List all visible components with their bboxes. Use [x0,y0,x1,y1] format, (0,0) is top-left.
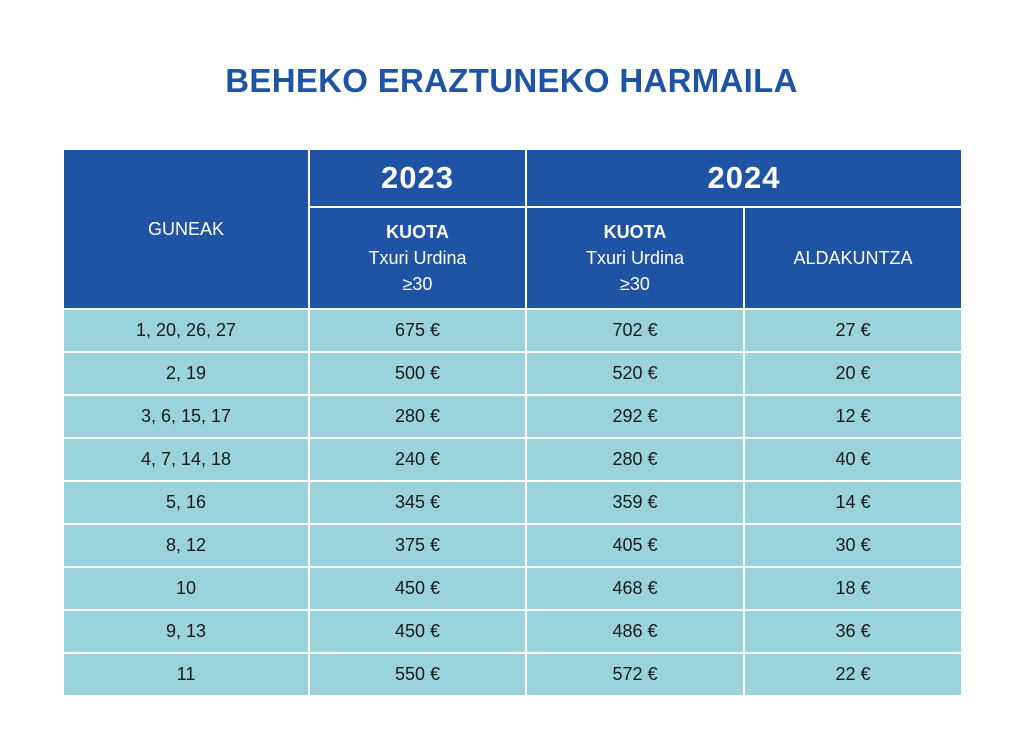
kuota-sub2: ≥30 [620,274,650,294]
cell-aldakuntza: 18 € [743,566,963,611]
table-row: 2, 19 500 € 520 € 20 € [62,351,963,396]
cell-kuota-2024: 486 € [525,609,745,654]
cell-kuota-2024: 292 € [525,394,745,439]
cell-gunea: 11 [62,652,310,697]
cell-kuota-2024: 702 € [525,308,745,353]
cell-kuota-2023: 500 € [308,351,527,396]
cell-kuota-2024: 405 € [525,523,745,568]
cell-aldakuntza: 14 € [743,480,963,525]
cell-kuota-2024: 280 € [525,437,745,482]
cell-gunea: 5, 16 [62,480,310,525]
cell-gunea: 3, 6, 15, 17 [62,394,310,439]
table-row: 1, 20, 26, 27 675 € 702 € 27 € [62,308,963,353]
cell-aldakuntza: 30 € [743,523,963,568]
cell-aldakuntza: 40 € [743,437,963,482]
cell-kuota-2023: 550 € [308,652,527,697]
page-title: BEHEKO ERAZTUNEKO HARMAILA [225,62,798,99]
cell-aldakuntza: 36 € [743,609,963,654]
cell-kuota-2023: 450 € [308,566,527,611]
cell-kuota-2024: 468 € [525,566,745,611]
kuota-label: KUOTA [603,222,667,242]
kuota-sub2: ≥30 [402,274,433,294]
cell-gunea: 9, 13 [62,609,310,654]
cell-gunea: 1, 20, 26, 27 [62,308,310,353]
table-row: 8, 12 375 € 405 € 30 € [62,523,963,568]
table-row: 5, 16 345 € 359 € 14 € [62,480,963,525]
cell-aldakuntza: 20 € [743,351,963,396]
table-row: 10 450 € 468 € 18 € [62,566,963,611]
kuota-sub1: Txuri Urdina [585,248,685,268]
table-row: 4, 7, 14, 18 240 € 280 € 40 € [62,437,963,482]
cell-kuota-2024: 359 € [525,480,745,525]
cell-kuota-2023: 450 € [308,609,527,654]
cell-aldakuntza: 22 € [743,652,963,697]
fee-table: GUNEAK 2023 2024 KUOTA Txuri Urdina ≥30 … [62,148,963,697]
cell-gunea: 10 [62,566,310,611]
kuota-label: KUOTA [386,222,449,242]
table-row: 11 550 € 572 € 22 € [62,652,963,697]
header-kuota-2023: KUOTA Txuri Urdina ≥30 [308,206,527,310]
cell-kuota-2023: 345 € [308,480,527,525]
table-row: 9, 13 450 € 486 € 36 € [62,609,963,654]
header-kuota-2024: KUOTA Txuri Urdina ≥30 [525,206,745,310]
header-year-2023: 2023 [308,148,527,208]
kuota-sub1: Txuri Urdina [368,248,467,268]
header-aldakuntza: ALDAKUNTZA [743,206,963,310]
cell-kuota-2023: 375 € [308,523,527,568]
cell-kuota-2023: 240 € [308,437,527,482]
cell-aldakuntza: 27 € [743,308,963,353]
cell-kuota-2023: 675 € [308,308,527,353]
cell-gunea: 4, 7, 14, 18 [62,437,310,482]
cell-kuota-2024: 520 € [525,351,745,396]
cell-gunea: 8, 12 [62,523,310,568]
cell-gunea: 2, 19 [62,351,310,396]
header-guneak: GUNEAK [62,148,310,310]
cell-aldakuntza: 12 € [743,394,963,439]
cell-kuota-2024: 572 € [525,652,745,697]
table-row: 3, 6, 15, 17 280 € 292 € 12 € [62,394,963,439]
cell-kuota-2023: 280 € [308,394,527,439]
header-year-2024: 2024 [525,148,963,208]
